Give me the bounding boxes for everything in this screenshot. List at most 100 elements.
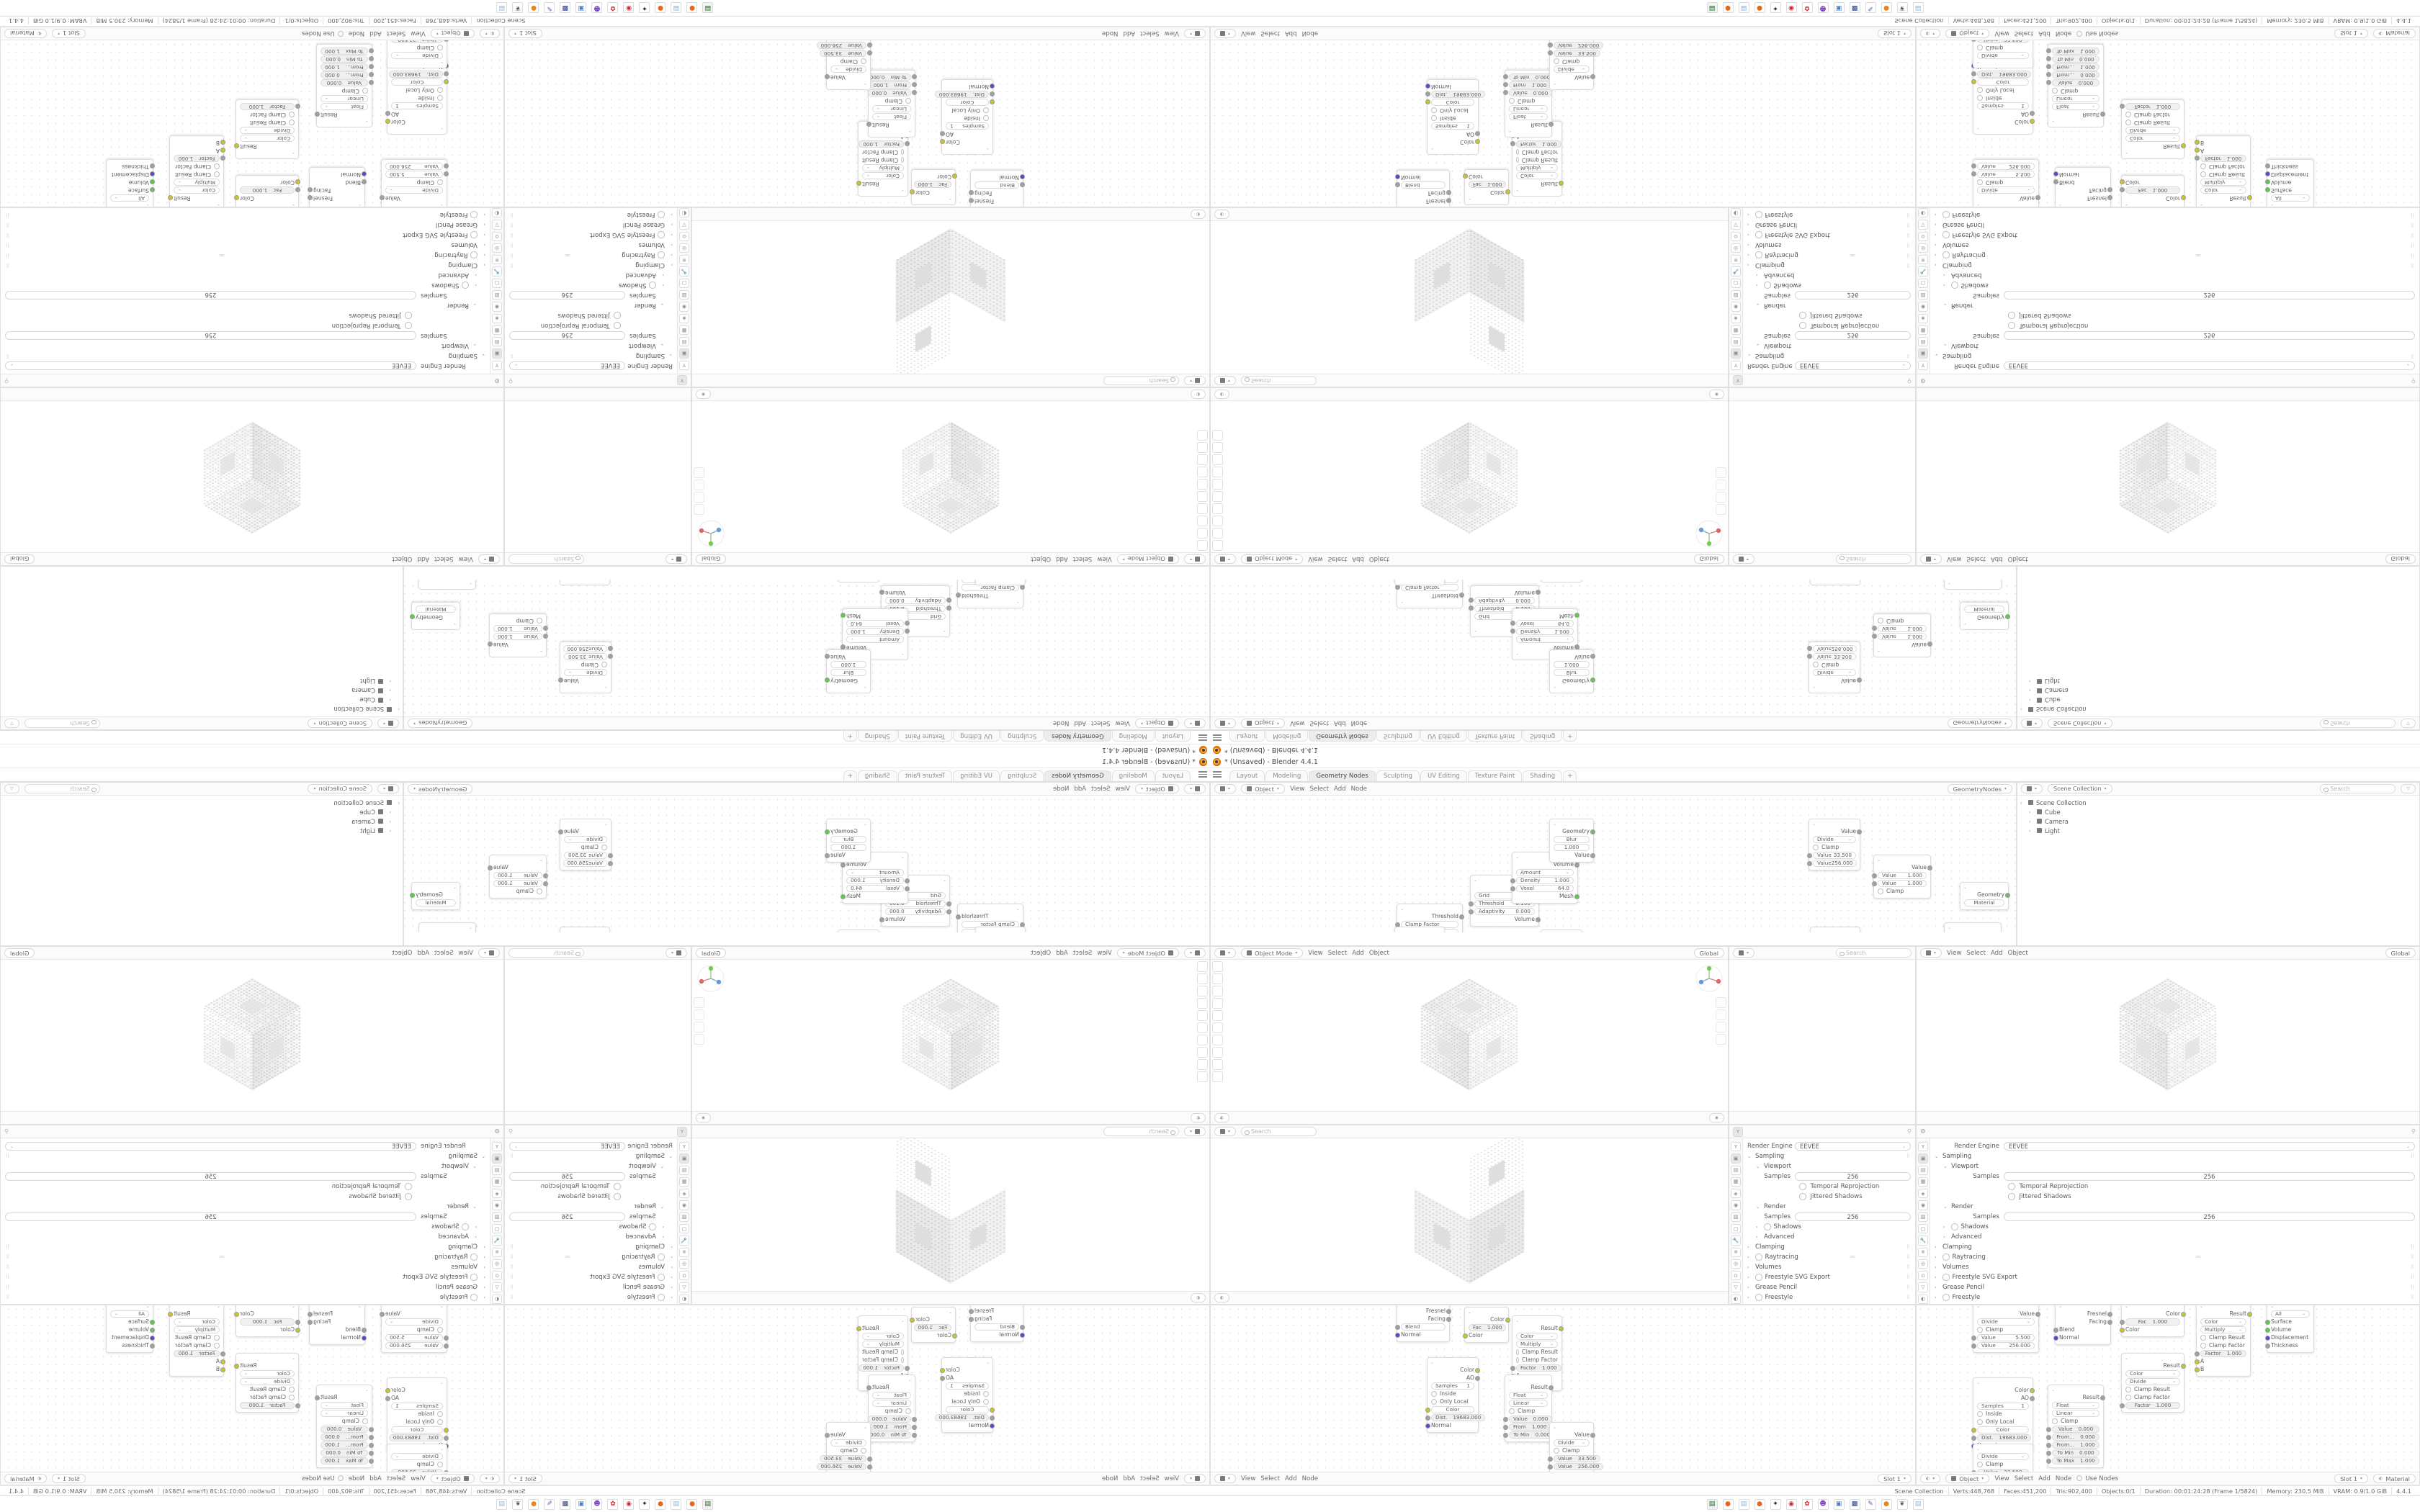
geo-menu-node[interactable]: Node (1350, 719, 1368, 727)
filter-icon[interactable]: ▽ (2401, 784, 2416, 793)
property-checkbox-temporal-reprojection[interactable]: Temporal Reprojection (5, 1182, 485, 1192)
node-check-row[interactable]: Clamp Result (1512, 1348, 1561, 1356)
node-material-output[interactable]: ⌄ All ⌄ Surface Volume Displacement Thick… (2265, 1305, 2314, 1353)
shader-left-menu-node[interactable]: Node (1301, 1475, 1319, 1482)
viewport-3d-canvas-2[interactable] (1917, 960, 2419, 1111)
checkbox-icon[interactable] (2008, 322, 2015, 329)
node-collapse-icon[interactable]: ⌄ (1430, 1360, 1435, 1365)
viewport-toolbar[interactable] (1212, 961, 1223, 1082)
property-section-color-management[interactable]: ›Color Management⠿ (1747, 1302, 1911, 1304)
grip-dots-icon[interactable]: ⠿ (5, 1254, 10, 1260)
disclosure-triangle-icon[interactable]: › (1747, 1264, 1749, 1270)
shader-object-selector[interactable]: Object ▾ (430, 1474, 475, 1483)
grip-dots-icon[interactable]: ⠿ (509, 232, 514, 238)
node-check-row[interactable]: Clamp (1874, 617, 1930, 625)
node-field-row[interactable]: Blur (1550, 835, 1593, 843)
discord-icon[interactable]: ☻ (1817, 1498, 1829, 1510)
node-math-divide-sh[interactable]: ⌄ Value Divide ⌄ Clamp Value 5.500 Value 25… (1971, 159, 2040, 207)
node-check-row[interactable]: Clamp Factor (1512, 148, 1561, 156)
grip-dots-icon[interactable]: ⠿ (2410, 252, 2415, 258)
outliner-item[interactable]: › Light (2017, 826, 2419, 835)
props-menu-add[interactable]: Add (1990, 555, 2003, 563)
world-tab-icon[interactable]: ◉ (679, 302, 689, 312)
node-collapse-icon[interactable]: ⌄ (2270, 203, 2275, 207)
node-field-row[interactable]: Density 1.000 (1510, 628, 1577, 636)
node-field-row[interactable]: Factor 1.000 (1510, 1364, 1561, 1372)
viewport-editor-type[interactable]: ▾ (1183, 554, 1206, 564)
workspace-tab-add[interactable]: + (843, 770, 857, 781)
property-section-grease-pencil[interactable]: › Grease Pencil ⠿ (1935, 1282, 2415, 1292)
text-editor-icon[interactable]: ▤ (1738, 2, 1749, 14)
property-section-render[interactable]: ⌄ Render (1747, 300, 1911, 310)
node-check-row[interactable]: Only Local (942, 107, 992, 114)
disclosure-triangle-icon[interactable]: › (671, 1254, 673, 1260)
shader-menu-node[interactable]: Node (348, 30, 365, 37)
node-field-row[interactable]: Samples 1 (1428, 122, 1478, 130)
node-check-row[interactable]: Clamp (382, 1326, 447, 1333)
node-collapse-icon[interactable]: ⌄ (439, 127, 444, 132)
workspace-tab-layout[interactable]: Layout (1229, 731, 1265, 742)
tool-select-box-icon[interactable] (1212, 528, 1223, 539)
files-icon[interactable]: ▣ (1833, 1498, 1845, 1510)
collection-tab-icon[interactable]: ▧ (1918, 290, 1928, 300)
grip-dots-icon[interactable]: ⠿ (2410, 1284, 2415, 1290)
pin-icon[interactable]: ⚲ (508, 1128, 514, 1135)
workspace-tab-shading[interactable]: Shading (857, 770, 897, 781)
grip-dots-icon[interactable]: ⠿ (509, 1264, 514, 1270)
node-field-row[interactable]: Value 1.000 (1872, 625, 1930, 633)
node-collapse-icon[interactable]: ⌄ (2200, 203, 2204, 207)
disclosure-triangle-icon[interactable]: › (1943, 272, 1945, 278)
node-field-row[interactable]: Factor 1.000 (236, 103, 300, 111)
node-field-row[interactable]: From 1.000 (1503, 1423, 1551, 1431)
node-collapse-icon[interactable]: ⌄ (604, 822, 608, 827)
os-taskbar[interactable]: ▤ ● ▤ ● ✦ ◉ ✿ ☻ ▣ ▩ ✎ ● ❦ ▤ (1210, 0, 2420, 17)
node-field-row[interactable]: Fac 1.000 (2120, 1318, 2184, 1326)
spreadsheet-search-input[interactable]: Search (1836, 948, 1912, 958)
spreadsheet-body[interactable] (505, 401, 691, 552)
disclosure-triangle-icon[interactable]: ⌄ (660, 302, 664, 308)
viewport-menu-add[interactable]: Add (1352, 949, 1364, 957)
section-checkbox-icon[interactable] (470, 251, 478, 258)
shader-menu-view[interactable]: View (1994, 1475, 2009, 1482)
node-field-row[interactable]: Factor 1.000 (2120, 1401, 2184, 1409)
geo-object-pill[interactable]: Object ▾ (1134, 784, 1179, 793)
firefox-icon[interactable]: ● (1722, 2, 1734, 14)
node-collapse-icon[interactable]: ⌄ (2058, 203, 2063, 207)
render-engine-select[interactable]: EEVEE ⌄ (2004, 1142, 2415, 1151)
navigation-gizmo-icon[interactable] (696, 964, 725, 993)
shader-editor-type-selector[interactable]: ◐ ▾ (1920, 29, 1941, 38)
grip-dots-icon[interactable]: ⠿ (5, 1295, 10, 1300)
disclosure-triangle-icon[interactable]: ⌄ (1756, 343, 1760, 348)
disclosure-triangle-icon[interactable]: › (483, 242, 485, 248)
section-checkbox-icon[interactable] (462, 282, 469, 289)
node-mix-divide[interactable]: ⌄ Result Color ⌄ Divide ⌄ Clamp Result Cla… (2120, 1353, 2186, 1413)
properties-mid-tab-column[interactable]: Y ▣ ▤ ▦ ◈ ◉ ▧ ▢ 🔧 ※ ◎ ⊙ ▽ ◐ (1729, 1138, 1743, 1304)
node-field-row[interactable]: B (170, 139, 225, 147)
disclosure-triangle-icon[interactable]: › (483, 1244, 485, 1250)
constraint-tab-icon[interactable]: ⊙ (679, 1271, 689, 1281)
node-layer-weight[interactable]: ⌄ Fresnel Facing Blend Normal (308, 167, 367, 207)
disclosure-triangle-icon[interactable]: ⌄ (1943, 302, 1948, 308)
node-field-row[interactable]: Material (1960, 606, 2008, 613)
save-icon[interactable]: ▩ (1849, 1498, 1860, 1510)
shader-node-canvas-right[interactable]: ⌄ Value Divide ⌄ Clamp Value 5.500 Value 25… (1, 40, 503, 207)
disclosure-triangle-icon[interactable]: ⌄ (668, 1153, 673, 1159)
viewport-lower-shading[interactable]: ◐ (1214, 210, 1230, 219)
property-section-render[interactable]: ⌄ Render (509, 300, 673, 310)
shader-left-menu-select[interactable]: Select (1260, 30, 1280, 37)
node-field-row[interactable]: Factor 1.000 (2120, 103, 2184, 111)
node-select-row[interactable]: Divide ⌄ (1809, 669, 1860, 677)
node-collapse-icon[interactable]: ⌄ (2125, 1356, 2129, 1361)
node-select-row[interactable]: Divide ⌄ (236, 1377, 298, 1385)
property-section-grease-pencil[interactable]: › Grease Pencil ⠿ (1747, 220, 1911, 230)
node-collapse-icon[interactable]: ⌄ (1515, 1318, 1520, 1323)
node-check-row[interactable]: Clamp Factor (1512, 1356, 1561, 1364)
node-collapse-icon[interactable]: ⌄ (452, 885, 457, 890)
node-collapse-icon[interactable]: ⌄ (948, 197, 952, 202)
property-section-color-management[interactable]: ›Color Management⠿ (1747, 208, 1911, 210)
node-collapse-icon[interactable]: ⌄ (863, 82, 867, 87)
disclosure-triangle-icon[interactable]: › (1935, 1284, 1937, 1290)
node-field-row[interactable]: Voxel 64.0 (1510, 884, 1577, 892)
disclosure-triangle-icon[interactable]: ⌄ (668, 353, 673, 359)
